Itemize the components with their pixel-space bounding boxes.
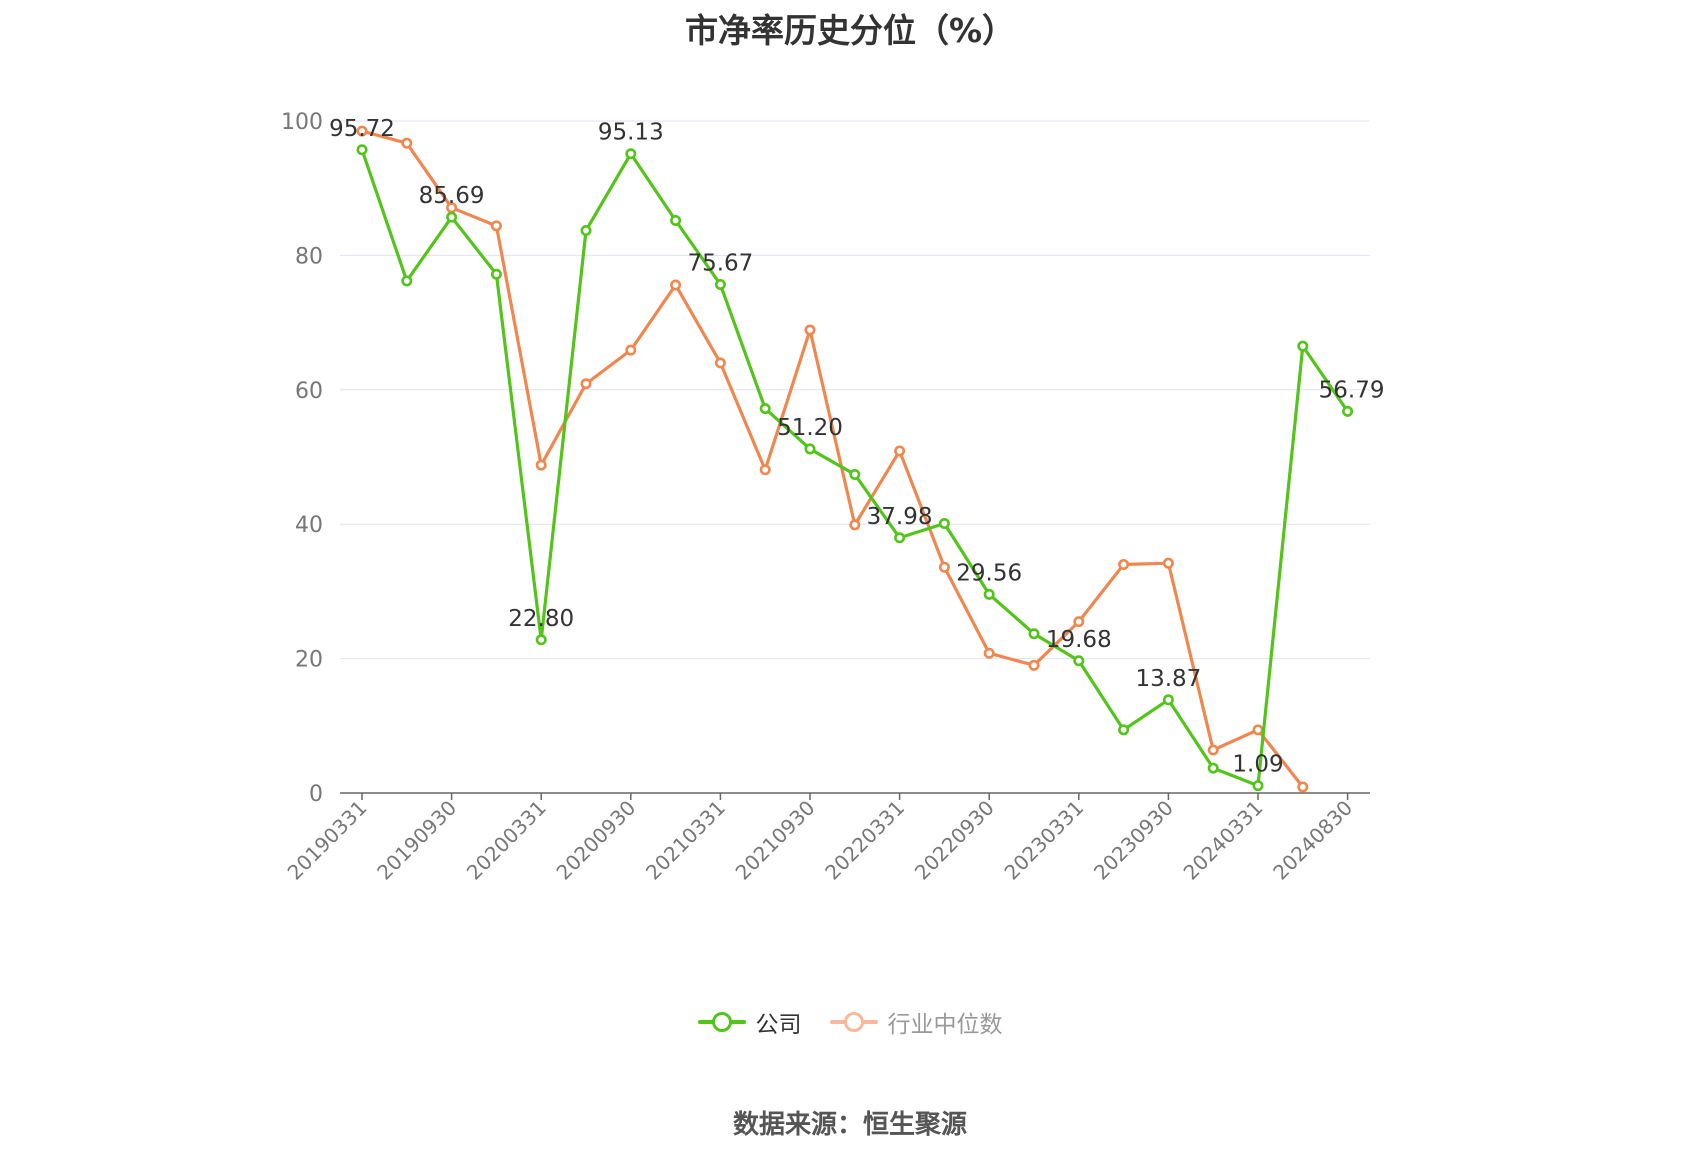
x-tick-label: 20200331 [462,796,551,885]
legend-item-1[interactable]: 行业中位数 [829,1005,1003,1039]
legend-marker [829,1010,878,1034]
y-tick-label: 20 [295,648,323,673]
data-point [490,268,502,280]
data-point [894,445,906,457]
data-point [356,125,368,137]
data-point [401,275,413,287]
legend-item-0[interactable]: 公司 [697,1005,802,1039]
data-label: 75.67 [687,250,753,276]
data-label: 56.79 [1319,377,1385,403]
data-point [1297,340,1309,352]
data-point [1028,659,1040,671]
data-point [714,278,726,290]
data-point [1073,655,1085,667]
data-label: 95.72 [329,116,395,142]
data-source: 数据来源：恒生聚源 [732,1110,967,1140]
data-label: 22.80 [508,606,574,632]
data-label: 1.09 [1232,752,1283,778]
y-tick-label: 0 [309,782,323,807]
data-label: 37.98 [867,504,933,530]
data-point [938,518,950,530]
x-tick-label: 20230331 [999,796,1088,885]
data-label: 85.69 [419,183,485,209]
x-tick-label: 20220331 [820,796,909,885]
data-point [759,464,771,476]
data-point [580,378,592,390]
y-tick-label: 80 [295,244,323,269]
data-point [580,225,592,237]
data-label: 51.20 [777,415,843,441]
x-tick-label: 20230930 [1089,796,1178,885]
data-point [670,214,682,226]
data-point [938,561,950,573]
data-point [1207,744,1219,756]
x-tick-label: 20240830 [1268,796,1357,885]
legend-label: 行业中位数 [887,1012,1003,1038]
data-point [535,459,547,471]
y-tick-label: 40 [295,513,323,538]
data-point [759,403,771,415]
x-tick-label: 20210331 [641,796,730,885]
x-tick-label: 20220930 [910,796,999,885]
data-point [849,468,861,480]
data-point [894,532,906,544]
data-point [1162,557,1174,569]
data-point [1252,780,1264,792]
legend-marker [697,1010,746,1034]
x-tick-label: 20240331 [1179,796,1268,885]
data-point [1207,762,1219,774]
x-tick-label: 20190930 [372,796,461,885]
y-tick-label: 100 [281,110,323,135]
legend: 公司 行业中位数 [0,1005,1700,1039]
data-point [1028,628,1040,640]
data-label: 13.87 [1135,666,1201,692]
data-point [1297,781,1309,793]
data-label: 29.56 [956,560,1022,586]
data-point [1342,405,1354,417]
x-tick-label: 20190331 [283,796,372,885]
y-tick-label: 60 [295,379,323,404]
data-point [804,324,816,336]
data-point [535,634,547,646]
data-point [1118,559,1130,571]
data-point [401,137,413,149]
data-point [804,443,816,455]
data-point [356,144,368,156]
data-label: 95.13 [598,120,664,146]
data-label: 19.68 [1046,627,1112,653]
data-point [1118,724,1130,736]
x-tick-label: 20200930 [551,796,640,885]
legend-label: 公司 [755,1012,802,1038]
data-point [1073,616,1085,628]
data-point [1162,694,1174,706]
x-tick-label: 20210930 [731,796,820,885]
data-point [983,588,995,600]
data-point [670,279,682,291]
chart-title: 市净率历史分位（%） [684,11,1016,50]
series-line-1 [361,129,1305,788]
line-chart: 0 20 40 60 80 100 20190331 20190930 20200331 2020… [281,110,1385,885]
data-point [446,211,458,223]
data-point [625,344,637,356]
data-point [849,519,861,531]
data-point [983,647,995,659]
data-point [625,148,637,160]
data-point [1252,724,1264,736]
data-point [714,357,726,369]
data-point [490,220,502,232]
